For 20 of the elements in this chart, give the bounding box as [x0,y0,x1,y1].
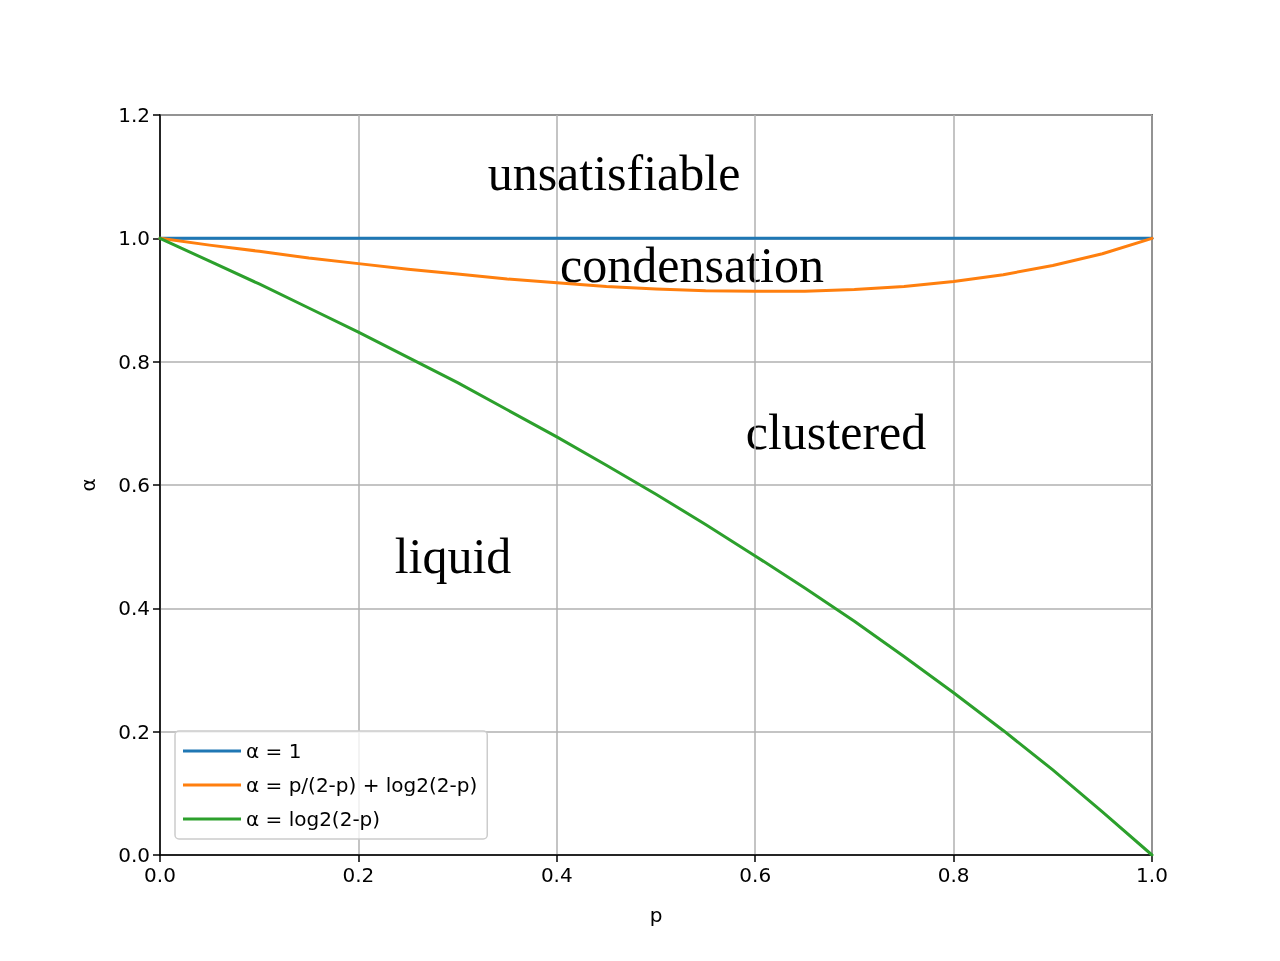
y-tick-label: 0.2 [118,719,150,744]
x-tick-label: 0.6 [739,863,772,887]
x-tick-label: 0.4 [540,863,573,887]
legend-label: α = log2(2-p) [246,807,381,831]
legend-label: α = 1 [246,739,302,763]
y-tick-label: 0.8 [118,349,150,374]
x-tick-label: 1.0 [1136,863,1168,887]
x-tick-label: 0.8 [937,863,970,887]
annotation: unsatisfiable [487,145,741,201]
annotation: liquid [394,528,512,584]
y-tick-label: 1.0 [118,226,150,251]
y-tick-label: 0.6 [118,473,150,497]
annotation: condensation [560,237,824,293]
x-tick-label: 0.2 [342,863,375,887]
annotation: clustered [745,404,927,460]
legend-label: α = p/(2-p) + log2(2-p) [246,773,478,797]
y-axis-title: α [76,478,100,492]
y-tick-label: 1.2 [118,103,150,127]
x-axis-title: p [649,903,663,927]
y-tick-label: 0.4 [118,596,150,621]
